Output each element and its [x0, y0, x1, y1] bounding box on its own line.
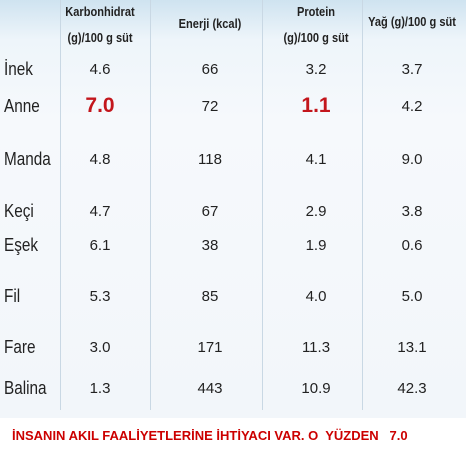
cell: 1.1 — [301, 94, 331, 117]
cell: 443 — [197, 380, 223, 397]
caption: İNSANIN AKIL FAALİYETLERİNE İHTİYACI VAR… — [12, 428, 408, 443]
column-header: Karbonhidrat — [65, 4, 135, 19]
column-header: (g)/100 g süt — [67, 30, 133, 45]
cell: 5.0 — [401, 288, 423, 305]
cell: 72 — [201, 98, 219, 115]
divider — [60, 0, 61, 410]
cell: 66 — [201, 61, 219, 78]
cell: 3.7 — [401, 61, 423, 78]
cell: 7.0 — [85, 94, 115, 117]
column-header: (g)/100 g süt — [283, 30, 349, 45]
cell: 3.8 — [401, 203, 423, 220]
row-label: Manda — [4, 149, 51, 169]
cell: 0.6 — [401, 237, 423, 254]
cell: 4.2 — [401, 98, 423, 115]
cell: 1.3 — [89, 380, 111, 397]
cell: 1.9 — [305, 237, 327, 254]
cell: 38 — [201, 237, 219, 254]
cell: 11.3 — [301, 339, 331, 356]
cell: 5.3 — [89, 288, 111, 305]
cell: 3.0 — [89, 339, 111, 356]
divider — [362, 0, 363, 410]
slide: Karbonhidrat (g)/100 g süt Enerji (kcal) Pr… — [0, 0, 466, 418]
row-label: Balina — [4, 378, 47, 398]
row-label: Eşek — [4, 235, 39, 255]
cell: 85 — [201, 288, 219, 305]
cell: 4.6 — [89, 61, 111, 78]
divider — [150, 0, 151, 410]
cell: 118 — [198, 151, 222, 168]
column-header: Yağ (g)/100 g süt — [368, 14, 456, 29]
row-label: Anne — [4, 96, 40, 116]
cell: 9.0 — [401, 151, 423, 168]
cell: 2.9 — [305, 203, 327, 220]
cell: 4.1 — [305, 151, 327, 168]
cell: 42.3 — [397, 380, 427, 397]
cell: 6.1 — [89, 237, 111, 254]
row-label: Keçi — [4, 201, 34, 221]
divider — [262, 0, 263, 410]
cell: 4.8 — [89, 151, 111, 168]
column-header: Protein — [296, 4, 336, 19]
cell: 3.2 — [305, 61, 327, 78]
row-label: Fare — [4, 337, 36, 357]
column-header: Enerji (kcal) — [178, 16, 242, 31]
cell: 4.0 — [305, 288, 327, 305]
cell: 67 — [201, 203, 219, 220]
cell: 4.7 — [89, 203, 111, 220]
row-label: Fil — [4, 286, 21, 306]
cell: 10.9 — [301, 380, 331, 397]
row-label: İnek — [4, 59, 33, 79]
cell: 13.1 — [397, 339, 427, 356]
cell: 171 — [197, 339, 223, 356]
